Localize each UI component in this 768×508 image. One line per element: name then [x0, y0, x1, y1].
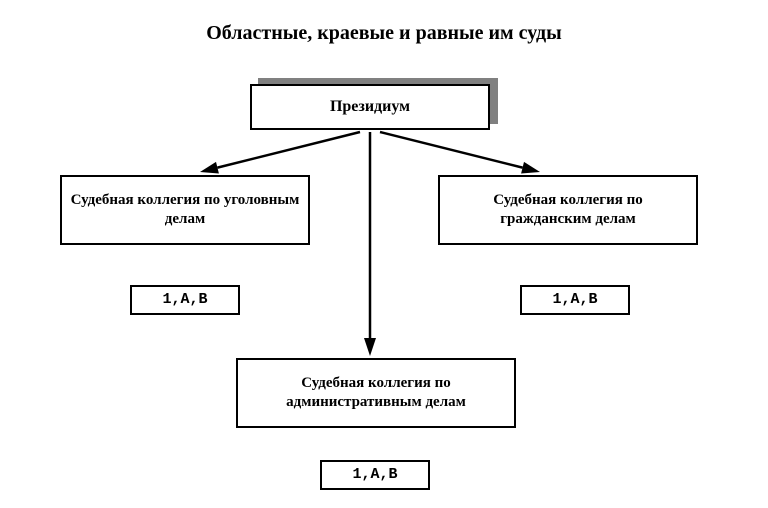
tag-right-label: 1,А,В	[552, 291, 597, 310]
arrows-layer	[0, 0, 768, 508]
tag-left-label: 1,А,В	[162, 291, 207, 310]
tag-left-box: 1,А,В	[130, 285, 240, 315]
tag-bottom-label: 1,А,В	[352, 466, 397, 485]
admin-collegium-label: Судебная коллегия по административным де…	[246, 374, 506, 412]
criminal-collegium-box: Судебная коллегия по уголовным делам	[60, 175, 310, 245]
presidium-box: Президиум	[250, 84, 490, 130]
civil-collegium-label: Судебная коллегия по гражданским делам	[448, 191, 688, 229]
diagram-stage: Областные, краевые и равные им суды През…	[0, 0, 768, 508]
admin-collegium-box: Судебная коллегия по административным де…	[236, 358, 516, 428]
tag-right-box: 1,А,В	[520, 285, 630, 315]
diagram-title: Областные, краевые и равные им суды	[0, 22, 768, 45]
criminal-collegium-label: Судебная коллегия по уголовным делам	[70, 191, 300, 229]
presidium-label: Президиум	[330, 97, 410, 117]
tag-bottom-box: 1,А,В	[320, 460, 430, 490]
civil-collegium-box: Судебная коллегия по гражданским делам	[438, 175, 698, 245]
